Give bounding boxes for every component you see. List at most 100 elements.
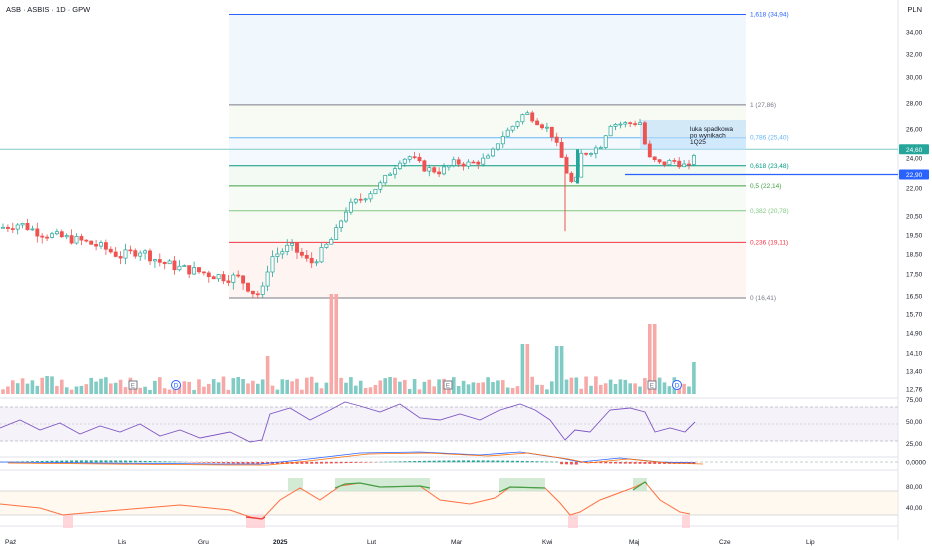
candle <box>138 250 143 261</box>
macd-bar <box>261 462 265 464</box>
candle <box>549 126 554 142</box>
candle <box>486 153 491 159</box>
candle <box>569 171 574 184</box>
earnings-marker <box>128 380 138 390</box>
macd-bar <box>599 462 603 464</box>
volume-bar <box>216 382 221 394</box>
macd-bar <box>565 462 568 465</box>
volume-bar <box>398 381 402 394</box>
candle-body <box>206 272 211 278</box>
candle-body <box>677 160 682 168</box>
macd-bar <box>251 462 255 464</box>
candle <box>442 163 446 176</box>
volume-bar <box>687 386 691 394</box>
candle <box>368 191 373 203</box>
event-marker-label: E <box>131 383 136 390</box>
volume-bar <box>383 378 387 394</box>
candle <box>393 164 397 179</box>
macd-bar <box>124 460 127 463</box>
macd-bar <box>447 460 451 463</box>
macd-bar <box>109 460 113 463</box>
candle-body <box>133 250 138 257</box>
candle <box>461 162 466 171</box>
volume-bar <box>403 379 407 394</box>
time-tick-label: Lip <box>806 539 815 546</box>
candle <box>30 225 35 231</box>
macd-bar <box>339 462 343 464</box>
volume-bar <box>569 377 574 394</box>
macd-bar <box>604 462 608 464</box>
volume-bar <box>535 384 539 394</box>
macd-bar <box>432 460 436 463</box>
volume-bar <box>15 383 20 394</box>
candle <box>491 147 495 158</box>
volume-bar <box>314 382 319 394</box>
candle <box>589 152 593 157</box>
macd-bar <box>173 461 176 463</box>
candle <box>54 228 59 236</box>
volume-bar <box>550 381 554 394</box>
volume-bar <box>104 377 108 394</box>
volume-bar <box>285 379 289 394</box>
volume-bar <box>339 377 343 394</box>
candle <box>334 224 339 240</box>
macd-bar <box>310 462 314 464</box>
price-tick-label: 16,50 <box>906 294 923 301</box>
candle <box>603 135 608 150</box>
candle <box>285 239 290 256</box>
macd-bar <box>467 460 470 463</box>
candle-body <box>422 160 427 172</box>
macd-bar <box>50 460 54 463</box>
macd-bar <box>65 460 69 463</box>
volume-bar <box>623 379 628 394</box>
candle-body <box>662 161 667 166</box>
volume-bar <box>148 389 152 394</box>
macd-bar <box>300 462 304 464</box>
candle <box>339 219 344 233</box>
candle-body <box>64 235 69 238</box>
macd-bar <box>305 462 309 464</box>
volume-bar <box>319 388 324 394</box>
candle <box>505 127 510 137</box>
volume-bar <box>603 383 608 394</box>
candle <box>309 252 314 268</box>
candle <box>353 198 358 205</box>
candle-body <box>402 158 407 164</box>
macd-bar <box>398 461 402 463</box>
candle-body <box>309 257 314 264</box>
volume-bar <box>417 389 422 394</box>
volume-bar <box>510 388 515 394</box>
volume-bar <box>545 389 549 394</box>
candle <box>407 155 412 163</box>
candle-body <box>108 248 113 253</box>
price-tick-label: 20,50 <box>906 214 923 221</box>
candles-group <box>1 110 696 299</box>
candle <box>638 118 642 126</box>
candle <box>378 180 383 193</box>
candle-body <box>45 236 50 239</box>
candle <box>314 259 319 267</box>
macd-bar <box>427 460 431 463</box>
volume-bar <box>172 386 177 394</box>
dividend-marker <box>171 380 181 390</box>
currency-label: PLN <box>907 5 922 14</box>
candle <box>618 121 623 129</box>
candle <box>64 233 69 240</box>
volume-bar <box>138 387 142 394</box>
price-tick-label: 30,00 <box>906 75 923 82</box>
macd-bar <box>560 462 564 465</box>
volume-bar <box>559 346 564 394</box>
candle <box>633 120 638 127</box>
macd-bar <box>163 461 167 463</box>
volume-bar <box>153 380 157 394</box>
price-tick-label: 14,10 <box>906 351 923 358</box>
fib-level-label: 1,618 (34,94) <box>750 11 789 18</box>
candle <box>152 258 157 268</box>
volume-bar <box>305 377 309 394</box>
macd-bar <box>94 460 98 463</box>
dividend-marker <box>672 380 682 390</box>
volume-bar <box>515 386 520 394</box>
candle-body <box>275 253 280 257</box>
macd-bar <box>45 460 49 463</box>
